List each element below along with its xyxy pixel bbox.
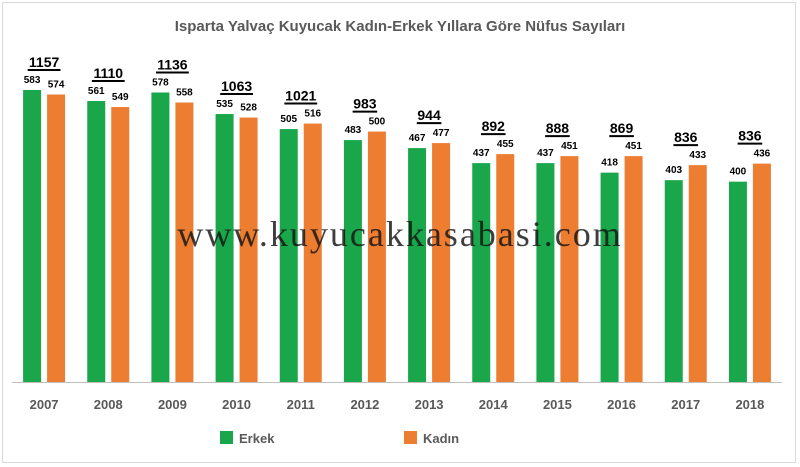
data-label-erkek-2018: 400	[730, 167, 747, 178]
total-label-2010: 1063	[221, 78, 252, 94]
x-tick-label-2015: 2015	[543, 397, 572, 412]
total-label-2015: 888	[546, 120, 570, 136]
bar-erkek-2010	[215, 114, 234, 382]
bar-kadin-2008	[111, 107, 130, 382]
data-label-kadin-2015: 451	[561, 141, 578, 152]
data-label-erkek-2014: 437	[473, 148, 490, 159]
data-label-kadin-2011: 516	[304, 109, 321, 120]
data-label-erkek-2015: 437	[537, 148, 554, 159]
bar-erkek-2018	[728, 181, 747, 382]
legend-swatch-kadin	[404, 431, 417, 444]
x-tick-label-2016: 2016	[607, 397, 636, 412]
bar-kadin-2014	[496, 154, 515, 382]
bar-erkek-2012	[343, 140, 362, 382]
data-label-kadin-2018: 436	[754, 149, 771, 160]
bar-kadin-2007	[47, 94, 66, 382]
bar-erkek-2016	[600, 172, 619, 382]
data-label-erkek-2016: 418	[601, 158, 618, 169]
bar-erkek-2011	[279, 129, 298, 382]
x-tick-label-2013: 2013	[415, 397, 444, 412]
data-label-kadin-2016: 451	[625, 141, 642, 152]
bar-erkek-2007	[23, 90, 42, 382]
bar-kadin-2015	[560, 156, 579, 382]
chart-frame	[2, 2, 796, 463]
total-label-2017: 836	[674, 129, 698, 145]
bar-kadin-2012	[367, 131, 386, 382]
total-label-2014: 892	[482, 118, 506, 134]
bar-kadin-2016	[624, 156, 643, 382]
x-tick-label-2007: 2007	[30, 397, 59, 412]
total-label-2011: 1021	[285, 88, 316, 104]
chart-title: Isparta Yalvaç Kuyucak Kadın-Erkek Yılla…	[174, 18, 626, 35]
total-label-2018: 836	[738, 128, 762, 144]
total-label-2013: 944	[417, 107, 441, 123]
data-label-kadin-2008: 549	[112, 92, 129, 103]
data-label-erkek-2009: 578	[152, 78, 169, 89]
data-label-erkek-2007: 583	[24, 75, 41, 86]
bar-kadin-2010	[239, 117, 258, 382]
x-tick-label-2012: 2012	[350, 397, 379, 412]
total-label-2012: 983	[353, 96, 377, 112]
data-label-erkek-2012: 483	[345, 125, 362, 136]
total-label-2009: 1136	[157, 57, 188, 73]
bar-kadin-2009	[175, 102, 194, 383]
bar-erkek-2015	[536, 163, 555, 382]
data-label-erkek-2010: 535	[216, 99, 233, 110]
data-label-erkek-2017: 403	[665, 165, 682, 176]
data-label-kadin-2017: 433	[689, 150, 706, 161]
data-label-erkek-2013: 467	[409, 133, 426, 144]
bar-kadin-2018	[752, 163, 771, 382]
x-tick-label-2011: 2011	[287, 397, 315, 412]
bar-kadin-2017	[688, 165, 707, 382]
total-label-2008: 1110	[93, 65, 123, 81]
legend-swatch-erkek	[220, 431, 233, 444]
bar-erkek-2009	[151, 92, 170, 383]
bar-kadin-2011	[303, 123, 322, 382]
data-label-kadin-2014: 455	[497, 139, 514, 150]
x-tick-label-2009: 2009	[158, 397, 187, 412]
data-label-kadin-2012: 500	[369, 117, 386, 128]
data-label-kadin-2013: 477	[433, 128, 450, 139]
legend-label-kadin: Kadın	[423, 431, 459, 446]
legend-label-erkek: Erkek	[239, 431, 275, 446]
data-label-kadin-2009: 558	[176, 88, 193, 99]
watermark: www.kuyucakkasabasi.com	[177, 214, 623, 254]
data-label-erkek-2011: 505	[280, 114, 297, 125]
data-label-kadin-2007: 574	[48, 80, 65, 91]
bar-erkek-2008	[87, 101, 106, 383]
x-tick-label-2017: 2017	[671, 397, 700, 412]
bar-kadin-2013	[432, 143, 451, 382]
x-tick-label-2014: 2014	[479, 397, 509, 412]
bar-erkek-2013	[408, 148, 427, 382]
total-label-2007: 1157	[29, 54, 60, 70]
data-label-erkek-2008: 561	[88, 86, 105, 97]
x-tick-label-2008: 2008	[94, 397, 123, 412]
total-label-2016: 869	[610, 120, 634, 136]
x-tick-label-2010: 2010	[222, 397, 251, 412]
x-tick-label-2018: 2018	[735, 397, 764, 412]
bar-erkek-2014	[472, 163, 491, 382]
data-label-kadin-2010: 528	[240, 103, 257, 114]
bar-erkek-2017	[664, 180, 683, 382]
